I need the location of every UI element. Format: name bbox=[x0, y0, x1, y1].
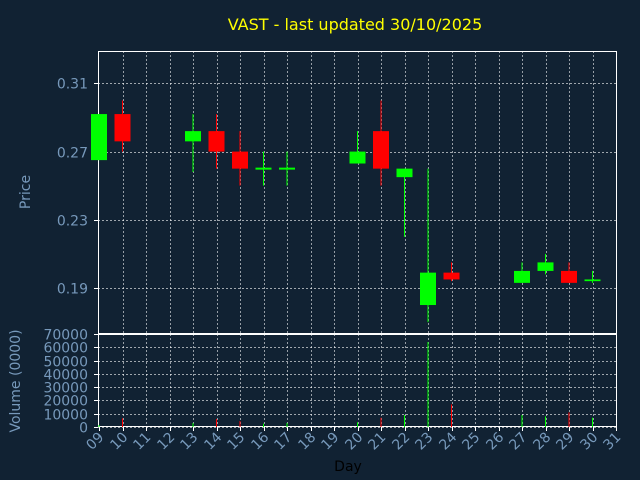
volume-tick-label: 60000 bbox=[43, 341, 88, 357]
price-tick-label: 0.31 bbox=[57, 77, 88, 93]
price-axis-label: Price bbox=[18, 175, 34, 209]
candle-body bbox=[584, 279, 601, 282]
candle bbox=[373, 100, 389, 186]
candle-body bbox=[514, 270, 530, 283]
x-tick-label: 23 bbox=[412, 430, 436, 454]
candle-body bbox=[185, 131, 201, 142]
x-tick-label: 27 bbox=[506, 430, 530, 454]
candle bbox=[420, 168, 436, 323]
x-tick-label: 13 bbox=[177, 430, 201, 454]
price-grid bbox=[98, 51, 616, 334]
x-tick-label: 18 bbox=[295, 430, 319, 454]
x-tick-label: 20 bbox=[342, 430, 366, 454]
volume-grid bbox=[98, 334, 616, 428]
candle bbox=[584, 270, 601, 283]
candle bbox=[208, 114, 225, 169]
candle bbox=[537, 253, 554, 275]
x-axis-label: Day bbox=[334, 459, 362, 475]
x-tick-label: 16 bbox=[248, 429, 272, 453]
candle bbox=[396, 168, 413, 237]
candle-body bbox=[373, 131, 389, 169]
volume-tick-label: 10000 bbox=[43, 408, 88, 424]
candle-body bbox=[208, 131, 225, 152]
x-tick-label: 21 bbox=[365, 430, 389, 454]
x-tick-label: 12 bbox=[154, 430, 178, 454]
volume-tick-label: 20000 bbox=[43, 394, 88, 410]
candle-body bbox=[420, 272, 436, 306]
volume-plot-frame bbox=[98, 334, 617, 427]
volume-bars-layer bbox=[98, 341, 593, 427]
candle-body bbox=[232, 151, 248, 169]
volume-tick-label: 50000 bbox=[43, 355, 88, 371]
candle bbox=[232, 131, 248, 186]
x-tick-label: 14 bbox=[201, 429, 225, 453]
candle-body bbox=[443, 272, 460, 280]
candles-layer bbox=[91, 100, 601, 323]
x-tick-label: 30 bbox=[577, 430, 601, 454]
x-tick-label: 19 bbox=[318, 430, 342, 454]
price-panel: 0.31 0.27 0.23 0.19 Price bbox=[18, 51, 617, 334]
x-tick-label: 25 bbox=[459, 430, 483, 454]
x-tick-label: 29 bbox=[553, 430, 577, 454]
candle bbox=[114, 100, 131, 152]
candle-body bbox=[537, 262, 554, 271]
x-tick-label: 11 bbox=[130, 430, 154, 454]
price-tick-label: 0.23 bbox=[57, 214, 88, 230]
candle-body bbox=[91, 114, 107, 161]
candle bbox=[279, 151, 295, 186]
candle bbox=[349, 131, 366, 164]
chart-title: VAST - last updated 30/10/2025 bbox=[228, 15, 483, 34]
candle bbox=[91, 114, 107, 161]
candle-body bbox=[349, 151, 366, 164]
x-ticks: 09 10 11 12 13 14 15 16 17 18 19 20 21 22 23 24 25 26 27 28… bbox=[83, 427, 624, 453]
x-tick-label: 15 bbox=[224, 430, 248, 454]
x-tick-label: 31 bbox=[600, 430, 624, 454]
x-tick-label: 26 bbox=[483, 429, 507, 453]
candle bbox=[561, 262, 577, 283]
price-tick-label: 0.19 bbox=[57, 282, 88, 298]
volume-tick-label: 70000 bbox=[43, 328, 88, 344]
volume-axis-label: Volume (0000) bbox=[8, 329, 24, 432]
price-plot-frame bbox=[98, 51, 617, 334]
volume-tick-label: 40000 bbox=[43, 368, 88, 384]
candle bbox=[443, 262, 460, 282]
candle bbox=[255, 151, 272, 186]
price-y-ticks: 0.31 0.27 0.23 0.19 bbox=[57, 77, 98, 298]
candle bbox=[185, 114, 201, 173]
x-tick-label: 24 bbox=[436, 429, 460, 453]
candle-body bbox=[561, 270, 577, 283]
candle bbox=[514, 262, 530, 283]
x-tick-label: 22 bbox=[389, 430, 413, 454]
x-tick-label: 28 bbox=[530, 430, 554, 454]
x-tick-label: 10 bbox=[107, 430, 131, 454]
price-tick-label: 0.27 bbox=[57, 146, 88, 162]
volume-tick-label: 30000 bbox=[43, 381, 88, 397]
candle-body bbox=[114, 114, 131, 142]
candle-body bbox=[396, 168, 413, 178]
volume-tick-label: 0 bbox=[79, 421, 88, 437]
x-tick-label: 17 bbox=[271, 430, 295, 454]
